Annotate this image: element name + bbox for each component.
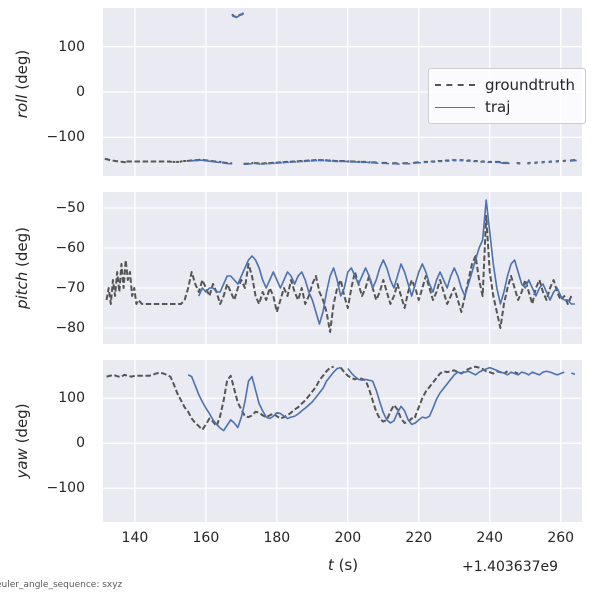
pitch-subplot xyxy=(103,192,582,344)
pitch-ytick-label: −50 xyxy=(55,200,85,216)
x-tick-label: 200 xyxy=(334,530,362,546)
x-tick-label: 140 xyxy=(121,530,149,546)
pitch-plot-canvas xyxy=(103,192,582,344)
x-tick-label: 260 xyxy=(547,530,575,546)
x-axis-label-symbol: t xyxy=(327,556,334,574)
legend-entry-groundtruth[interactable]: groundtruth xyxy=(435,74,577,96)
yaw-plot-canvas xyxy=(103,360,582,522)
x-tick-label: 180 xyxy=(263,530,291,546)
x-axis-label-unit: (s) xyxy=(333,556,359,574)
roll-plot-canvas xyxy=(103,8,582,176)
yaw-axis-label-name: yaw xyxy=(13,448,31,479)
roll-ytick-label: 100 xyxy=(58,38,85,55)
legend-entry-traj[interactable]: traj xyxy=(435,96,577,118)
roll-ytick-label: 0 xyxy=(76,84,85,100)
roll-ytick-label: −100 xyxy=(46,129,85,146)
legend-label-traj: traj xyxy=(485,97,511,116)
x-axis-label: t (s) xyxy=(283,556,403,574)
solid-line-icon xyxy=(435,106,475,108)
pitch-ytick-label: −60 xyxy=(55,240,85,256)
pitch-axis-label: pitch (deg) xyxy=(13,168,31,368)
pitch-ytick-label: −70 xyxy=(55,280,85,296)
legend[interactable]: groundtruth traj xyxy=(428,68,586,124)
x-axis-offset: +1.403637e9 xyxy=(462,559,559,575)
x-tick-label: 160 xyxy=(192,530,220,546)
yaw-ytick-label: −100 xyxy=(46,480,85,497)
pitch-ytick-label: −80 xyxy=(55,320,85,336)
yaw-ytick-label: 100 xyxy=(58,390,85,407)
yaw-subplot xyxy=(103,360,582,522)
footnote-euler-sequence: euler_angle_sequence: sxyz xyxy=(0,580,123,590)
yaw-ytick-label: 0 xyxy=(76,435,85,452)
x-tick-label: 240 xyxy=(476,530,504,546)
dashed-line-icon xyxy=(435,84,475,86)
x-tick-label: 220 xyxy=(405,530,433,546)
legend-label-groundtruth: groundtruth xyxy=(485,75,576,94)
